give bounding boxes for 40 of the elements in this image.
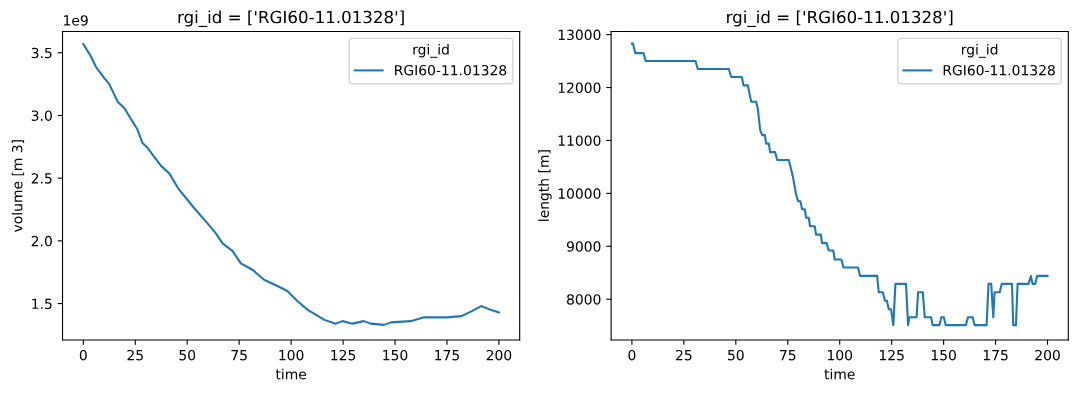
x-tick-label: 200 — [486, 349, 512, 361]
x-tick-label: 100 — [827, 349, 853, 361]
x-tick-label: 125 — [331, 349, 356, 361]
y-tick-label: 3.5 — [31, 47, 52, 59]
y-tick-label: 10000 — [558, 188, 601, 199]
x-tick-label: 25 — [676, 349, 692, 361]
x-tick-label: 0 — [628, 349, 636, 361]
x-tick-label: 100 — [279, 349, 304, 361]
y-tick-label: 8000 — [567, 294, 601, 305]
x-tick-label: 50 — [179, 349, 196, 361]
legend-title: rgi_id — [413, 43, 449, 58]
legend-label: RGI60-11.01328 — [395, 64, 507, 76]
chart-title: rgi_id = ['RGI60-11.01328'] — [178, 10, 404, 28]
chart-title: rgi_id = ['RGI60-11.01328'] — [727, 10, 953, 28]
x-tick-label: 150 — [931, 349, 956, 361]
y-axis-title: length [m] — [538, 150, 552, 221]
legend-label: RGI60-11.01328 — [943, 64, 1055, 76]
x-axis-title: time — [275, 368, 307, 380]
x-tick-label: 175 — [983, 350, 1008, 361]
x-tick-label: 175 — [435, 350, 459, 361]
x-tick-label: 0 — [79, 349, 87, 361]
x-tick-label: 150 — [383, 349, 408, 361]
y-tick-label: 12000 — [558, 82, 601, 94]
x-tick-label: 75 — [780, 350, 796, 361]
y-tick-label: 9000 — [566, 241, 601, 252]
legend-title: rgi_id — [962, 43, 998, 58]
y-tick-label: 13000 — [558, 29, 601, 41]
x-tick-label: 50 — [728, 349, 744, 361]
y-tick-label: 1.5 — [32, 298, 52, 310]
y-tick-label: 11000 — [558, 135, 601, 146]
x-tick-label: 125 — [879, 349, 904, 361]
text: 1e9 — [64, 15, 88, 26]
y-tick-label: 2.0 — [31, 235, 52, 247]
y-tick-label: 2.5 — [31, 173, 52, 184]
x-tick-label: 200 — [1035, 349, 1060, 361]
y-axis-title: volume [m 3] — [11, 140, 25, 233]
y-tick-label: 3.0 — [31, 110, 52, 121]
x-tick-label: 25 — [127, 349, 143, 361]
x-tick-label: 75 — [231, 350, 247, 361]
x-axis-title: time — [824, 368, 855, 380]
